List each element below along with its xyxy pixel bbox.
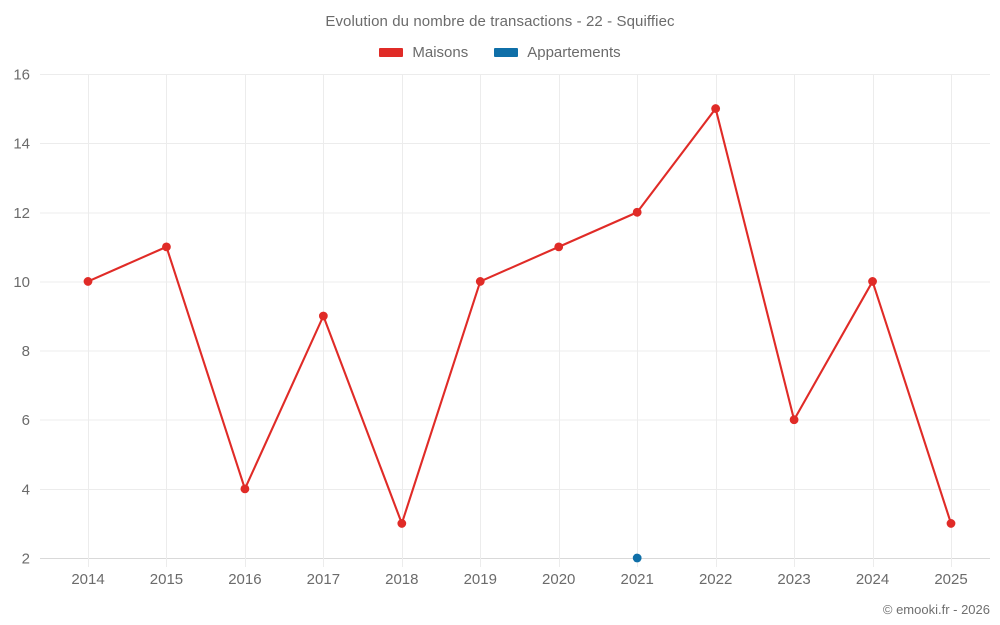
footer-copyright: © emooki.fr - 2026 — [882, 602, 990, 617]
series-maisons — [83, 104, 956, 528]
x-tick-label-2018: 2018 — [385, 571, 418, 588]
x-tick-label-2023: 2023 — [777, 571, 810, 588]
y-tick-label-14: 14 — [13, 136, 30, 153]
data-point-maisons-2020[interactable] — [554, 242, 564, 252]
y-tick-label-2: 2 — [22, 551, 30, 568]
vertical-gridlines — [88, 74, 952, 567]
legend-item-appartements[interactable]: Appartements — [494, 44, 621, 61]
x-tick-label-2015: 2015 — [150, 571, 183, 588]
data-point-maisons-2014[interactable] — [83, 277, 93, 286]
data-point-maisons-2018[interactable] — [397, 519, 407, 528]
data-point-appartements-2021[interactable] — [632, 553, 642, 563]
legend-label-appartements: Appartements — [527, 44, 621, 61]
y-tick-label-12: 12 — [13, 205, 30, 222]
x-tick-label-2016: 2016 — [228, 571, 261, 588]
data-point-maisons-2024[interactable] — [868, 277, 877, 286]
legend-swatch-appartements — [494, 48, 519, 57]
data-point-maisons-2017[interactable] — [318, 311, 328, 321]
x-tick-label-2019: 2019 — [464, 571, 497, 588]
data-point-maisons-2019[interactable] — [475, 277, 485, 286]
y-axis-tick-labels: 2 4 6 8 10 12 14 16 — [13, 67, 30, 568]
data-point-maisons-2021[interactable] — [632, 207, 642, 217]
data-point-maisons-2023[interactable] — [789, 415, 799, 425]
legend-item-maisons[interactable]: Maisons — [379, 44, 468, 61]
series-line-maisons — [86, 107, 953, 525]
data-point-maisons-2022[interactable] — [711, 104, 721, 113]
x-tick-label-2025: 2025 — [934, 571, 967, 588]
data-series-group — [83, 104, 956, 563]
x-tick-label-2024: 2024 — [856, 571, 889, 588]
x-tick-label-2014: 2014 — [71, 571, 104, 588]
data-point-maisons-2016[interactable] — [240, 484, 250, 494]
y-tick-label-8: 8 — [22, 343, 30, 360]
x-tick-label-2022: 2022 — [699, 571, 732, 588]
y-tick-label-16: 16 — [13, 67, 30, 84]
chart-legend: Maisons Appartements — [0, 44, 1000, 61]
chart-title: Evolution du nombre de transactions - 22… — [325, 13, 675, 30]
x-axis-tick-labels: 2014 2015 2016 2017 2018 2019 2020 2021 2022 2023… — [71, 571, 967, 588]
y-tick-label-6: 6 — [22, 412, 30, 429]
data-point-maisons-2015[interactable] — [162, 242, 171, 252]
y-tick-label-4: 4 — [22, 481, 30, 498]
y-tick-label-10: 10 — [13, 274, 30, 291]
legend-swatch-maisons — [379, 48, 404, 57]
x-tick-label-2017: 2017 — [307, 571, 340, 588]
legend-label-maisons: Maisons — [412, 44, 469, 61]
horizontal-gridlines — [40, 74, 990, 559]
data-point-maisons-2025[interactable] — [946, 519, 956, 528]
x-tick-label-2021: 2021 — [620, 571, 653, 588]
x-tick-label-2020: 2020 — [542, 571, 575, 588]
series-appartements — [632, 553, 642, 563]
